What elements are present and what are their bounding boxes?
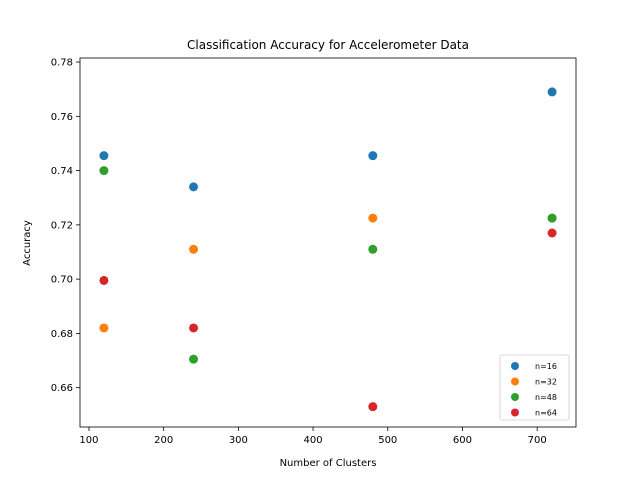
legend-marker [511,377,519,386]
x-tick-label: 200 [154,435,173,446]
legend-marker [511,393,519,401]
data-point [368,402,378,412]
y-tick-label: 0.72 [51,220,73,231]
y-axis-title: Accuracy [22,220,33,266]
data-point [189,323,199,333]
y-tick-label: 0.70 [51,275,73,286]
y-tick-label: 0.76 [51,112,73,123]
y-tick-label: 0.68 [51,329,73,340]
y-tick-label: 0.78 [51,58,73,69]
x-tick-label: 300 [229,435,248,446]
chart-title: Classification Accuracy for Acceleromete… [187,38,469,52]
y-tick-label: 0.66 [51,383,73,394]
legend-label: n=64 [535,409,557,418]
data-point [368,244,378,254]
x-tick-label: 600 [453,435,472,446]
data-point [547,87,557,97]
data-point [547,228,557,238]
data-point [99,166,109,176]
x-tick-label: 100 [79,435,98,446]
legend-box [499,354,570,421]
data-point [189,182,199,192]
data-point [189,244,199,254]
legend-label: n=48 [535,393,557,402]
data-point [368,151,378,161]
legend-label: n=16 [535,362,557,371]
data-point [99,151,109,161]
x-tick-label: 500 [378,435,397,446]
legend-marker [511,362,519,370]
axes-frame [79,57,577,428]
legend: n=16 n=32 n=48 n=64 [499,354,570,421]
y-tick-label: 0.74 [51,166,73,177]
legend-marker [511,408,519,417]
data-point [368,213,378,223]
x-axis-title: Number of Clusters [280,458,377,469]
data-point [189,354,199,364]
plot-area: 100 200 300 400 500 600 700 0.66 0.68 0.70 0.72 0.7… [51,57,577,446]
data-point [547,213,557,223]
x-tick-label: 700 [528,435,547,446]
data-point [99,275,109,285]
data-point [99,323,109,333]
x-tick-label: 400 [304,435,323,446]
legend-label: n=32 [535,378,557,387]
